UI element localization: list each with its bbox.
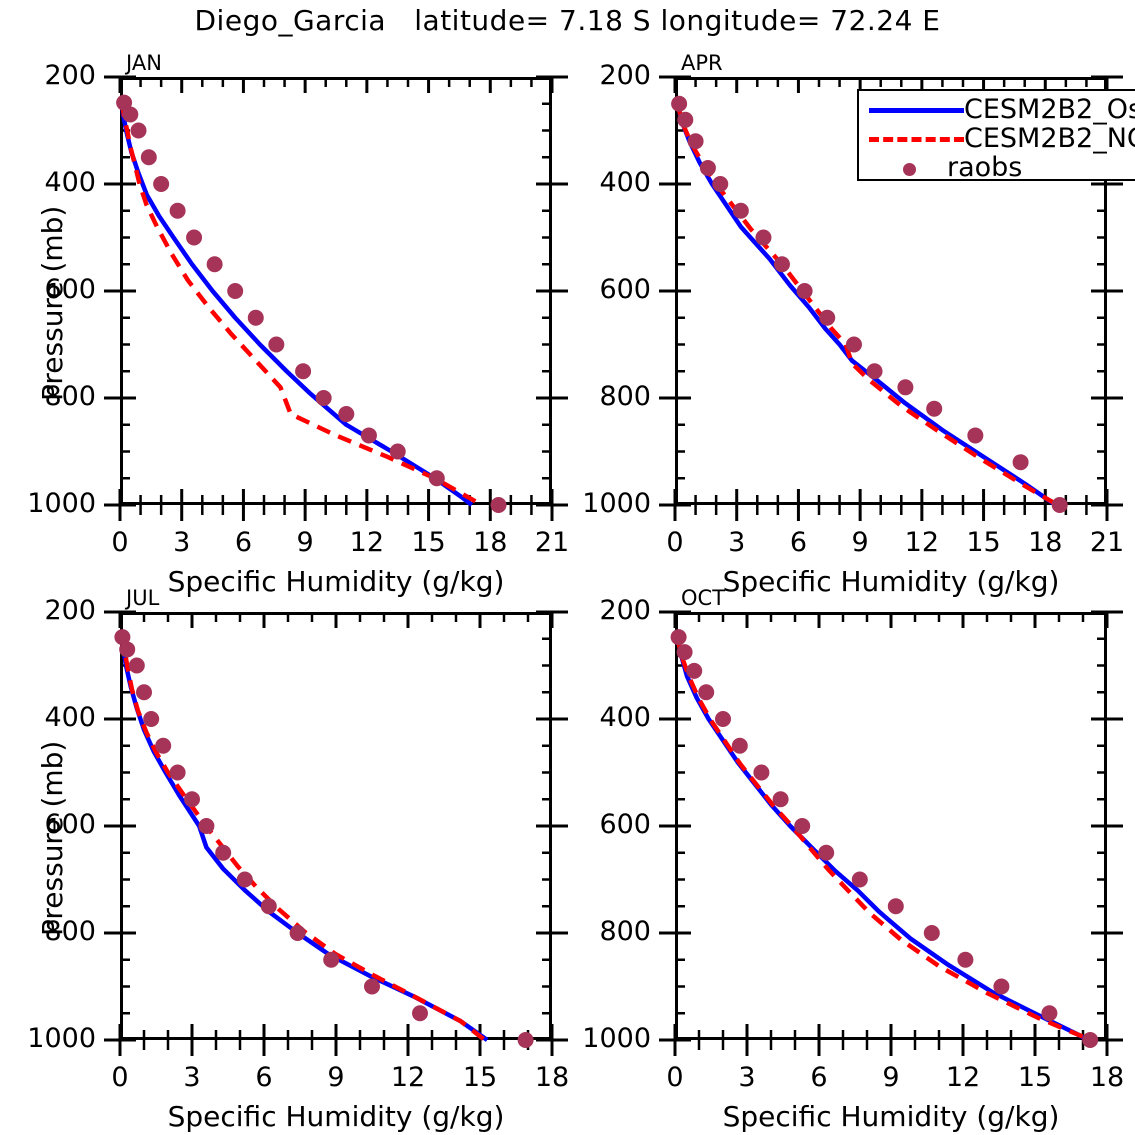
plot-frame-jan — [120, 77, 552, 505]
xtick-label-oct-6: 6 — [810, 1062, 828, 1093]
figure-title: Diego_Garcia latitude= 7.18 S longitude=… — [194, 4, 941, 37]
ytick-label-jul-600: 600 — [44, 809, 96, 840]
xtick-label-apr-9: 9 — [851, 527, 869, 558]
xtick-label-oct-9: 9 — [882, 1062, 900, 1093]
ytick-label-jul-400: 400 — [44, 702, 96, 733]
xtick-label-apr-15: 15 — [966, 527, 1001, 558]
xaxis-label-oct: Specific Humidity (g/kg) — [722, 1100, 1060, 1133]
xtick-label-apr-0: 0 — [666, 527, 684, 558]
legend-label-line-red: CESM2B2_NCAR_F — [964, 123, 1135, 154]
legend-box: CESM2B2_Oslo_nCESM2B2_NCAR_Fraobs — [857, 89, 1135, 181]
ytick-label-oct-1000: 1000 — [582, 1023, 651, 1054]
xaxis-label-apr: Specific Humidity (g/kg) — [722, 565, 1060, 598]
yaxis-label-jan: Pressure (mb) — [36, 205, 69, 401]
panel-title-apr: APR — [681, 51, 723, 75]
xtick-label-oct-15: 15 — [1017, 1062, 1053, 1093]
ytick-label-jan-400: 400 — [44, 167, 96, 198]
xtick-label-apr-6: 6 — [789, 527, 808, 558]
xtick-label-jan-6: 6 — [234, 527, 253, 558]
panel-title-oct: OCT — [681, 586, 726, 610]
xtick-label-jan-18: 18 — [473, 527, 508, 558]
panel-title-jan: JAN — [126, 51, 162, 75]
xtick-label-jul-18: 18 — [534, 1062, 570, 1093]
legend-label-marker-raobs: raobs — [947, 152, 1023, 181]
ytick-label-oct-200: 200 — [599, 595, 651, 626]
xtick-label-apr-3: 3 — [728, 527, 746, 558]
xtick-label-oct-0: 0 — [666, 1062, 684, 1093]
ytick-label-apr-800: 800 — [599, 381, 651, 412]
xtick-label-apr-18: 18 — [1028, 527, 1063, 558]
xtick-label-jan-3: 3 — [173, 527, 191, 558]
ytick-label-jul-800: 800 — [44, 916, 96, 947]
xtick-label-jan-21: 21 — [534, 527, 570, 558]
ytick-label-jan-600: 600 — [44, 274, 96, 305]
legend-entry-line-blue[interactable]: CESM2B2_Oslo_n — [859, 95, 1135, 125]
xtick-label-jul-9: 9 — [327, 1062, 345, 1093]
plot-frame-oct — [675, 612, 1107, 1040]
ytick-label-jan-1000: 1000 — [27, 488, 96, 519]
xtick-label-apr-12: 12 — [904, 527, 940, 558]
xtick-label-jan-12: 12 — [349, 527, 385, 558]
xtick-label-oct-3: 3 — [738, 1062, 756, 1093]
ytick-label-oct-400: 400 — [599, 702, 651, 733]
legend-marker-icon — [903, 163, 916, 176]
xtick-label-jul-6: 6 — [255, 1062, 273, 1093]
ytick-label-apr-400: 400 — [599, 167, 651, 198]
legend-swatch-line-blue — [869, 108, 964, 113]
legend-label-line-blue: CESM2B2_Oslo_n — [964, 94, 1135, 125]
xtick-label-jul-3: 3 — [183, 1062, 201, 1093]
xtick-label-jan-9: 9 — [296, 527, 314, 558]
xaxis-label-jul: Specific Humidity (g/kg) — [167, 1100, 505, 1133]
xtick-label-jan-0: 0 — [111, 527, 129, 558]
xtick-label-jul-15: 15 — [462, 1062, 498, 1093]
yaxis-label-jul: Pressure (mb) — [36, 740, 69, 936]
ytick-label-jul-1000: 1000 — [27, 1023, 96, 1054]
xtick-label-oct-18: 18 — [1089, 1062, 1125, 1093]
ytick-label-oct-600: 600 — [599, 809, 651, 840]
xtick-label-jan-15: 15 — [411, 527, 446, 558]
xtick-label-jul-12: 12 — [390, 1062, 426, 1093]
ytick-label-apr-600: 600 — [599, 274, 651, 305]
legend-entry-marker-raobs[interactable]: raobs — [859, 152, 1135, 181]
xaxis-label-jan: Specific Humidity (g/kg) — [167, 565, 505, 598]
ytick-label-jul-200: 200 — [44, 595, 96, 626]
panel-title-jul: JUL — [126, 586, 160, 610]
xtick-label-jul-0: 0 — [111, 1062, 129, 1093]
ytick-label-oct-800: 800 — [599, 916, 651, 947]
ytick-label-jan-800: 800 — [44, 381, 96, 412]
ytick-label-apr-200: 200 — [599, 60, 651, 91]
plot-frame-jul — [120, 612, 552, 1040]
xtick-label-apr-21: 21 — [1089, 527, 1125, 558]
ytick-label-apr-1000: 1000 — [582, 488, 651, 519]
legend-swatch-line-red — [869, 137, 964, 142]
legend-entry-line-red[interactable]: CESM2B2_NCAR_F — [859, 124, 1135, 154]
ytick-label-jan-200: 200 — [44, 60, 96, 91]
xtick-label-oct-12: 12 — [945, 1062, 981, 1093]
